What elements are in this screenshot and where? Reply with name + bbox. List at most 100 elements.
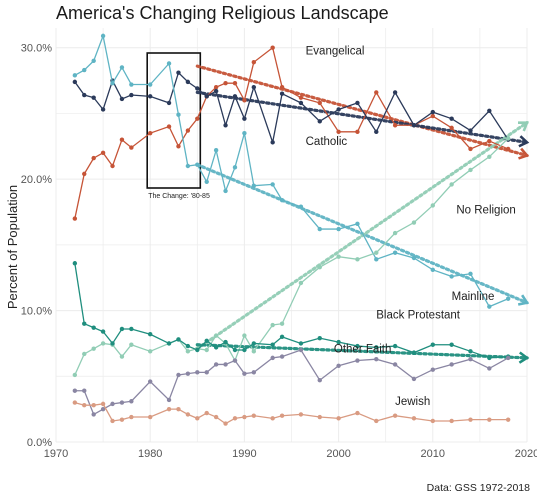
data-point-evangelical bbox=[374, 90, 379, 95]
data-point-evangelical bbox=[298, 95, 304, 100]
x-tick-label: 1980 bbox=[138, 448, 162, 460]
data-point-jewish bbox=[110, 418, 115, 424]
data-point-other-faith bbox=[468, 357, 473, 362]
data-point-jewish bbox=[129, 414, 134, 420]
data-point-black-protestant bbox=[411, 350, 417, 355]
data-point-mainline bbox=[129, 82, 134, 87]
data-point-other-faith bbox=[176, 372, 181, 378]
data-point-other-faith bbox=[317, 378, 322, 383]
data-point-other-faith bbox=[119, 400, 125, 405]
data-point-jewish bbox=[355, 410, 360, 416]
data-point-catholic bbox=[270, 140, 275, 145]
data-point-no-religion bbox=[298, 280, 304, 286]
data-point-catholic bbox=[449, 116, 454, 121]
data-point-mainline bbox=[110, 81, 115, 86]
data-point-evangelical bbox=[251, 59, 257, 65]
data-point-other-faith bbox=[148, 379, 153, 384]
series-mainline bbox=[72, 33, 511, 309]
series-line-mainline bbox=[74, 33, 509, 308]
data-point-black-protestant bbox=[392, 343, 398, 349]
x-tick-label: 2020 bbox=[515, 448, 537, 460]
data-point-black-protestant bbox=[100, 329, 106, 334]
data-point-jewish bbox=[430, 418, 435, 424]
data-point-jewish bbox=[176, 406, 181, 412]
data-point-other-faith bbox=[242, 371, 247, 376]
data-point-no-religion bbox=[148, 349, 153, 354]
data-point-no-religion bbox=[317, 265, 322, 270]
data-point-catholic bbox=[195, 86, 200, 91]
data-point-black-protestant bbox=[148, 332, 153, 337]
trend-line-no-religion bbox=[195, 121, 529, 351]
data-point-catholic bbox=[242, 116, 247, 121]
data-point-catholic bbox=[411, 123, 417, 128]
data-point-evangelical bbox=[185, 128, 191, 133]
data-point-jewish bbox=[223, 421, 228, 426]
data-point-catholic bbox=[166, 100, 172, 106]
data-point-catholic bbox=[223, 123, 228, 128]
data-point-jewish bbox=[232, 416, 238, 421]
data-point-mainline bbox=[336, 226, 341, 232]
series-other-faith bbox=[72, 347, 511, 417]
series-label-jewish: Jewish bbox=[395, 396, 430, 408]
data-point-jewish bbox=[185, 412, 191, 417]
series-label-no-religion: No Religion bbox=[456, 204, 515, 216]
x-tick-label: 2010 bbox=[421, 448, 445, 460]
y-tick-label: 10.0% bbox=[21, 306, 52, 318]
data-point-other-faith bbox=[374, 357, 379, 362]
data-point-jewish bbox=[148, 414, 153, 420]
data-point-no-religion bbox=[270, 322, 275, 328]
data-point-jewish bbox=[505, 417, 511, 422]
series-lines bbox=[72, 33, 511, 426]
data-point-mainline bbox=[223, 188, 228, 194]
data-point-mainline bbox=[166, 61, 172, 66]
data-point-catholic bbox=[91, 95, 96, 100]
data-point-mainline bbox=[317, 226, 322, 232]
data-point-black-protestant bbox=[251, 341, 257, 346]
data-point-catholic bbox=[204, 94, 209, 99]
data-point-catholic bbox=[129, 92, 134, 98]
data-point-evangelical bbox=[355, 129, 360, 135]
data-point-mainline bbox=[72, 73, 78, 78]
data-point-jewish bbox=[251, 413, 257, 418]
data-point-no-religion bbox=[468, 167, 473, 173]
data-point-evangelical bbox=[91, 155, 96, 161]
data-point-catholic bbox=[176, 70, 181, 75]
data-point-other-faith bbox=[392, 362, 398, 367]
data-point-black-protestant bbox=[82, 321, 87, 326]
data-point-other-faith bbox=[251, 370, 257, 375]
data-point-jewish bbox=[487, 417, 492, 422]
trend-arrowhead-no-religion bbox=[517, 121, 529, 132]
data-point-evangelical bbox=[317, 100, 322, 106]
data-point-catholic bbox=[148, 94, 153, 99]
data-point-jewish bbox=[449, 418, 454, 424]
annotation: The Change: '80-85 bbox=[146, 52, 210, 200]
trend-arrowhead-evangelical bbox=[518, 147, 530, 160]
data-point-mainline bbox=[505, 296, 511, 301]
data-point-evangelical bbox=[449, 125, 454, 131]
data-point-evangelical bbox=[100, 150, 106, 156]
data-point-mainline bbox=[100, 33, 106, 39]
data-point-other-faith bbox=[166, 397, 172, 403]
data-point-jewish bbox=[204, 410, 209, 416]
trend-arrowhead-mainline bbox=[517, 294, 530, 306]
data-point-mainline bbox=[242, 130, 247, 136]
data-point-jewish bbox=[468, 417, 473, 422]
data-point-mainline bbox=[355, 221, 360, 227]
data-point-jewish bbox=[195, 416, 200, 421]
data-point-catholic bbox=[374, 129, 379, 135]
data-point-other-faith bbox=[279, 354, 285, 359]
data-point-mainline bbox=[279, 197, 285, 203]
data-point-catholic bbox=[185, 79, 191, 85]
data-point-catholic bbox=[468, 128, 473, 133]
data-point-jewish bbox=[270, 416, 275, 421]
data-point-catholic bbox=[279, 91, 285, 96]
data-point-jewish bbox=[242, 414, 247, 420]
data-point-black-protestant bbox=[185, 343, 191, 349]
data-point-evangelical bbox=[176, 144, 181, 149]
data-point-other-faith bbox=[223, 362, 228, 367]
data-point-jewish bbox=[336, 416, 341, 421]
data-point-no-religion bbox=[91, 346, 96, 351]
series-line-no-religion bbox=[74, 137, 509, 376]
data-point-catholic bbox=[317, 119, 322, 124]
data-point-catholic bbox=[336, 107, 341, 112]
